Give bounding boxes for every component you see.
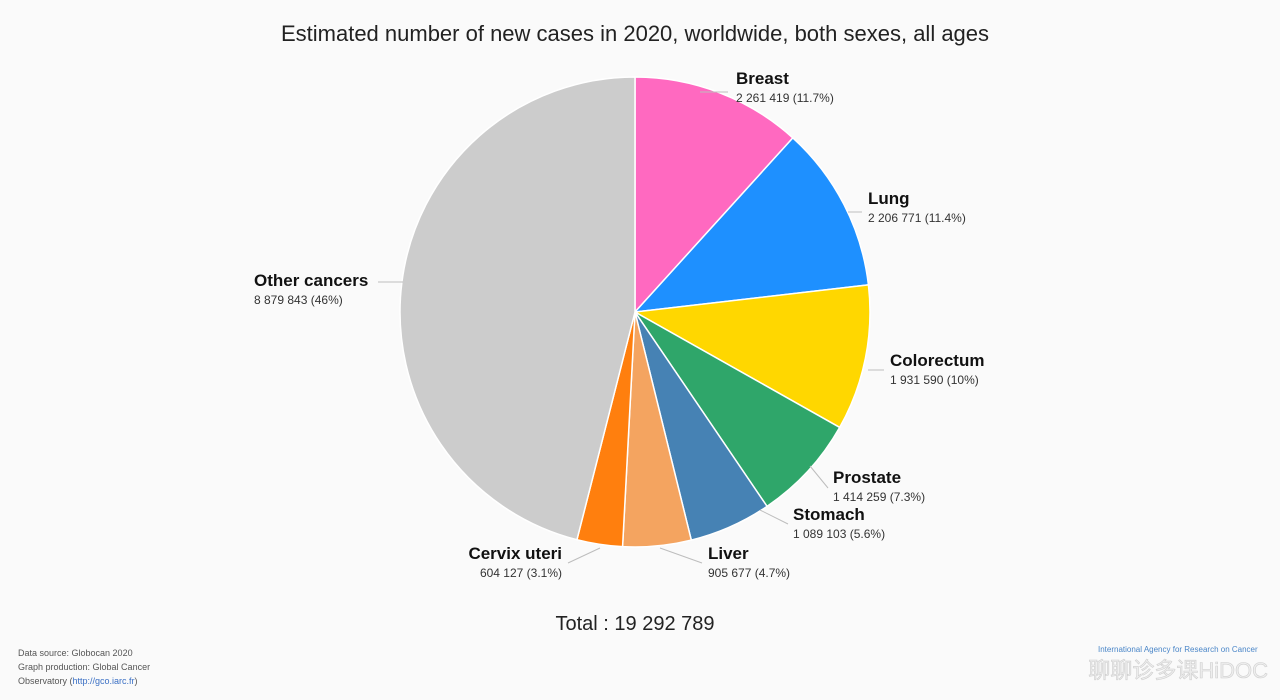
pie-slice-colorectum xyxy=(632,284,871,429)
leader-lines xyxy=(378,91,884,564)
footer-line-3: Observatory (http://gco.iarc.fr) xyxy=(18,676,138,686)
slice-label-name: Prostate xyxy=(833,468,901,487)
slice-label-value: 2 206 771 (11.4%) xyxy=(868,211,966,225)
pie-slices xyxy=(399,76,871,548)
footer-line-1: Data source: Globocan 2020 xyxy=(18,648,133,658)
slice-label-value: 604 127 (3.1%) xyxy=(480,566,562,580)
watermark: 聊聊诊多课HiDOC xyxy=(1088,658,1268,683)
footer-line-2: Graph production: Global Cancer xyxy=(18,662,150,672)
pie-slice-prostate xyxy=(634,311,841,508)
footer-line-3-prefix: Observatory ( xyxy=(18,676,73,686)
slice-label-name: Other cancers xyxy=(254,271,368,290)
total-label: Total : 19 292 789 xyxy=(555,613,714,635)
slice-label-name: Stomach xyxy=(793,505,865,524)
slice-label-name: Liver xyxy=(708,544,749,563)
pie-slice-lung xyxy=(633,136,870,313)
footer-line-3-suffix: ) xyxy=(135,676,138,686)
chart-title: Estimated number of new cases in 2020, w… xyxy=(281,21,989,46)
slice-label-value: 8 879 843 (46%) xyxy=(254,293,343,307)
slice-label-name: Cervix uteri xyxy=(468,544,562,563)
slice-label-name: Breast xyxy=(736,69,789,88)
pie-slice-breast xyxy=(634,76,794,314)
slice-label-value: 1 931 590 (10%) xyxy=(890,373,979,387)
slice-label-value: 1 414 259 (7.3%) xyxy=(833,490,925,504)
slice-label-value: 1 089 103 (5.6%) xyxy=(793,527,885,541)
leader-line xyxy=(567,547,601,564)
data-source-footer: Data source: Globocan 2020 Graph product… xyxy=(18,648,150,686)
slice-labels: Breast 2 261 419 (11.7%) Lung 2 206 771 (11… xyxy=(254,69,984,580)
leader-line xyxy=(759,509,789,525)
pie-slice-other-cancers xyxy=(399,76,636,541)
leader-line xyxy=(809,465,829,489)
slice-label-value: 2 261 419 (11.7%) xyxy=(736,91,834,105)
leader-line xyxy=(659,547,703,564)
iarc-caption: International Agency for Research on Can… xyxy=(1098,645,1258,654)
slice-label-name: Lung xyxy=(868,189,910,208)
slice-label-value: 905 677 (4.7%) xyxy=(708,566,790,580)
gco-link[interactable]: http://gco.iarc.fr xyxy=(73,676,135,686)
slice-label-name: Colorectum xyxy=(890,351,984,370)
